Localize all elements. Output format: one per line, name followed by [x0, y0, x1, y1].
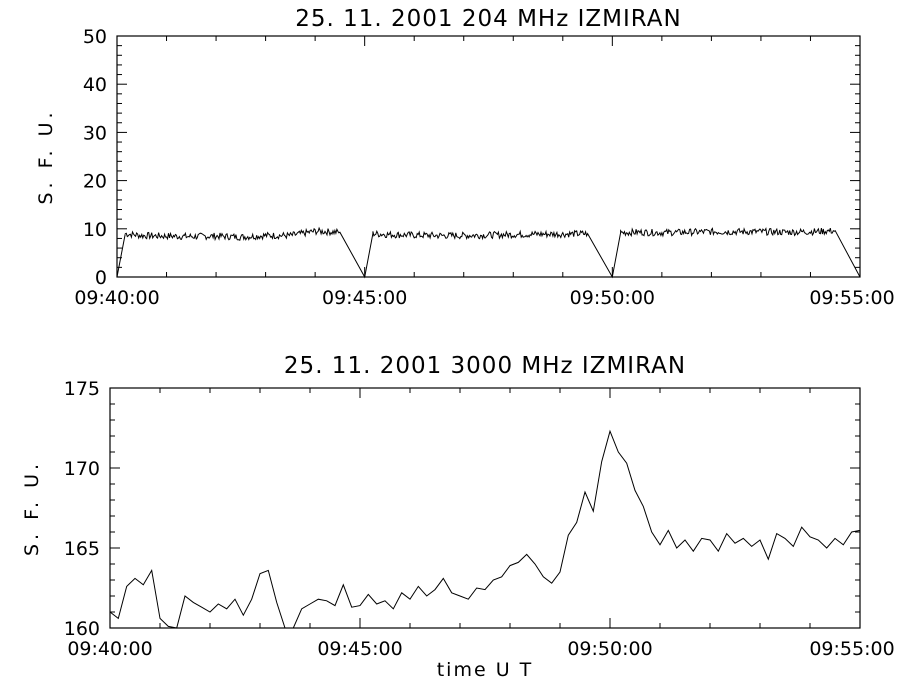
- axis-ticks: [116, 35, 861, 278]
- x-tick-labels: 09:40:00 09:45:00 09:50:00 09:55:00: [67, 638, 894, 660]
- series-line: [116, 226, 861, 279]
- chart-204mhz: 25. 11. 2001 204 MHz IZMIRAN S. F. U. 0 1…: [35, 6, 895, 309]
- plot-frame: [109, 387, 861, 629]
- x-tick-label: 09:40:00: [67, 638, 152, 660]
- x-tick-label: 09:50:00: [567, 638, 652, 660]
- y-tick-labels: 160 165 170 175: [64, 378, 100, 640]
- y-axis-label: S. F. U.: [35, 108, 57, 204]
- y-tick-label: 50: [83, 26, 107, 48]
- chart-3000mhz: 25. 11. 2001 3000 MHz IZMIRAN S. F. U. t…: [21, 353, 895, 681]
- y-axis-label: S. F. U.: [21, 460, 43, 556]
- axis-ticks: [109, 387, 861, 629]
- chart-title: 25. 11. 2001 204 MHz IZMIRAN: [295, 6, 682, 32]
- chart-title: 25. 11. 2001 3000 MHz IZMIRAN: [284, 353, 686, 379]
- y-tick-label: 20: [83, 171, 107, 193]
- x-tick-label: 09:45:00: [322, 287, 407, 309]
- x-tick-label: 09:40:00: [74, 287, 159, 309]
- y-tick-label: 40: [83, 74, 107, 96]
- series-layer: [109, 429, 861, 629]
- y-tick-label: 170: [64, 458, 100, 480]
- x-axis-label: time U T: [437, 659, 534, 681]
- y-tick-label: 160: [64, 618, 100, 640]
- y-tick-label: 30: [83, 122, 107, 144]
- y-tick-labels: 0 10 20 30 40 50: [83, 26, 107, 289]
- x-tick-label: 09:45:00: [317, 638, 402, 660]
- y-tick-label: 0: [95, 267, 107, 289]
- x-tick-label: 09:55:00: [809, 638, 894, 660]
- y-tick-label: 10: [83, 219, 107, 241]
- series-line: [109, 429, 861, 629]
- plot-frame: [116, 35, 861, 278]
- y-tick-label: 175: [64, 378, 100, 400]
- series-layer: [116, 226, 861, 279]
- x-tick-label: 09:50:00: [570, 287, 655, 309]
- x-tick-label: 09:55:00: [809, 287, 894, 309]
- x-tick-labels: 09:40:00 09:45:00 09:50:00 09:55:00: [74, 287, 894, 309]
- y-tick-label: 165: [64, 538, 100, 560]
